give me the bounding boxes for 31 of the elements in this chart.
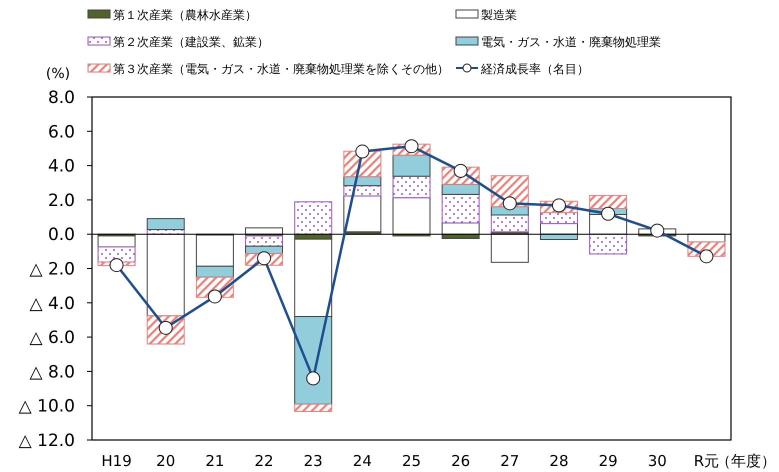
y-tick-label: 0.0 [48,225,75,246]
y-tick-label: 2.0 [48,190,75,211]
x-tick-label: 23 [304,452,323,470]
legend-label: 第１次産業（農林水産業） [113,8,257,22]
y-tick-label: 4.0 [48,156,75,177]
y-tick-label: △ 2.0 [29,260,75,280]
x-tick-label: 24 [352,452,372,470]
y-tick-label: △ 12.0 [18,431,75,451]
y-tick-label: △ 4.0 [29,294,75,314]
y-tick-label: △ 10.0 [18,396,75,417]
y-axis-title: (%) [46,66,70,82]
x-tick-label: 26 [451,452,470,470]
legend-label: 第２次産業（建設業、鉱業） [113,35,269,49]
y-tick-label: △ 8.0 [29,362,75,382]
legend-label: 経済成長率（名目） [480,62,589,76]
x-tick-label: 25 [402,452,422,470]
x-tick-label: R元 [694,452,720,470]
x-tick-label: H19 [101,452,132,470]
y-tick-label: △ 6.0 [29,328,75,348]
legend-label: 製造業 [481,8,517,22]
x-tick-label: 20 [156,452,176,470]
y-tick-label: 6.0 [48,122,75,142]
x-tick-label: 22 [254,452,274,470]
x-tick-label: 27 [500,452,520,470]
x-tick-label: 21 [205,452,224,470]
x-tick-label: 28 [549,452,569,470]
x-tick-label: 29 [598,452,618,470]
legend-label: 第３次産業（電気・ガス・水道・廃棄物処理業を除くその他） [113,62,449,76]
x-tick-label: 30 [648,452,667,470]
y-tick-label: 8.0 [48,88,75,108]
legend-label: 電気・ガス・水道・廃棄物処理業 [481,35,661,49]
